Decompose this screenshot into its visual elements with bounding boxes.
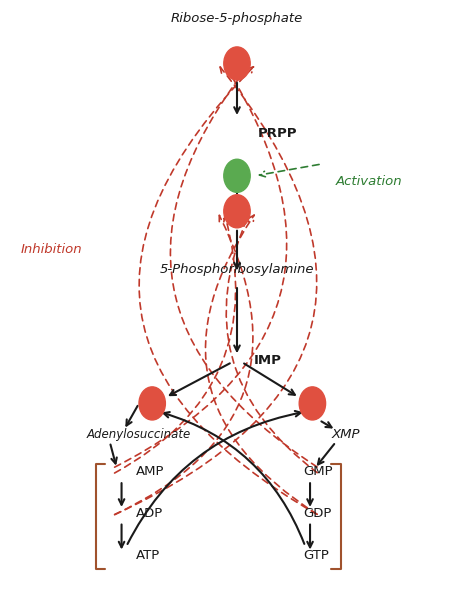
- Text: GMP: GMP: [303, 465, 333, 478]
- Circle shape: [139, 387, 165, 420]
- Text: 5-Phosphoribosylamine: 5-Phosphoribosylamine: [160, 263, 314, 276]
- Text: ADP: ADP: [136, 507, 163, 520]
- Circle shape: [299, 387, 326, 420]
- Text: XMP: XMP: [331, 428, 360, 441]
- Text: Activation: Activation: [336, 175, 402, 188]
- Text: AMP: AMP: [136, 465, 164, 478]
- Circle shape: [224, 195, 250, 228]
- Circle shape: [224, 159, 250, 192]
- Text: Adenylosuccinate: Adenylosuccinate: [86, 428, 191, 441]
- Text: GTP: GTP: [303, 549, 329, 563]
- Circle shape: [224, 47, 250, 80]
- Text: ATP: ATP: [136, 549, 160, 563]
- Text: PRPP: PRPP: [258, 127, 298, 140]
- Text: GDP: GDP: [303, 507, 331, 520]
- Text: Ribose-5-phosphate: Ribose-5-phosphate: [171, 12, 303, 25]
- Text: Inhibition: Inhibition: [20, 243, 82, 256]
- Text: IMP: IMP: [254, 354, 282, 366]
